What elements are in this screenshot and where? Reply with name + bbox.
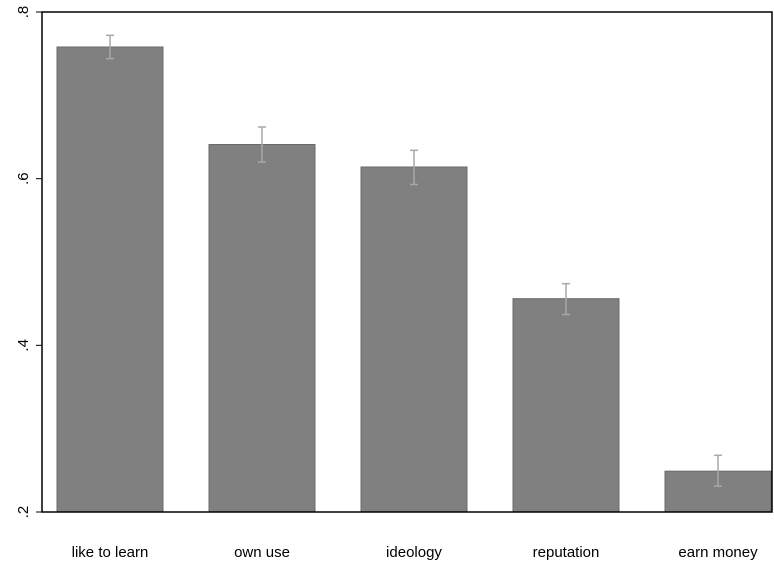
x-tick-label: earn money	[678, 544, 758, 561]
y-tick-label: .2	[15, 506, 32, 519]
y-tick-label: .4	[15, 339, 32, 352]
y-axis-ticks: .2 .4 .6 .8	[15, 6, 42, 519]
error-bar-own-use	[258, 126, 266, 163]
x-tick-label: own use	[234, 544, 290, 561]
error-bars	[106, 34, 722, 487]
error-bar-ideology	[410, 149, 418, 186]
plot-area-frame	[41, 11, 773, 513]
y-tick-label: .8	[15, 6, 32, 19]
x-tick-label: like to learn	[72, 544, 149, 561]
error-bar-earn-money	[714, 454, 722, 487]
x-tick-label: reputation	[533, 544, 600, 561]
bars	[56, 46, 772, 513]
error-bar-reputation	[562, 282, 570, 316]
y-tick-label: .6	[15, 172, 32, 185]
error-bar-like-to-learn	[106, 34, 114, 60]
bar-reputation	[512, 298, 620, 513]
x-tick-label: ideology	[386, 544, 442, 561]
x-axis-labels: like to learn own use ideology reputation ea…	[72, 544, 758, 561]
bar-like-to-learn	[56, 46, 164, 513]
bar-own-use	[208, 144, 316, 513]
bar-ideology	[360, 166, 468, 513]
